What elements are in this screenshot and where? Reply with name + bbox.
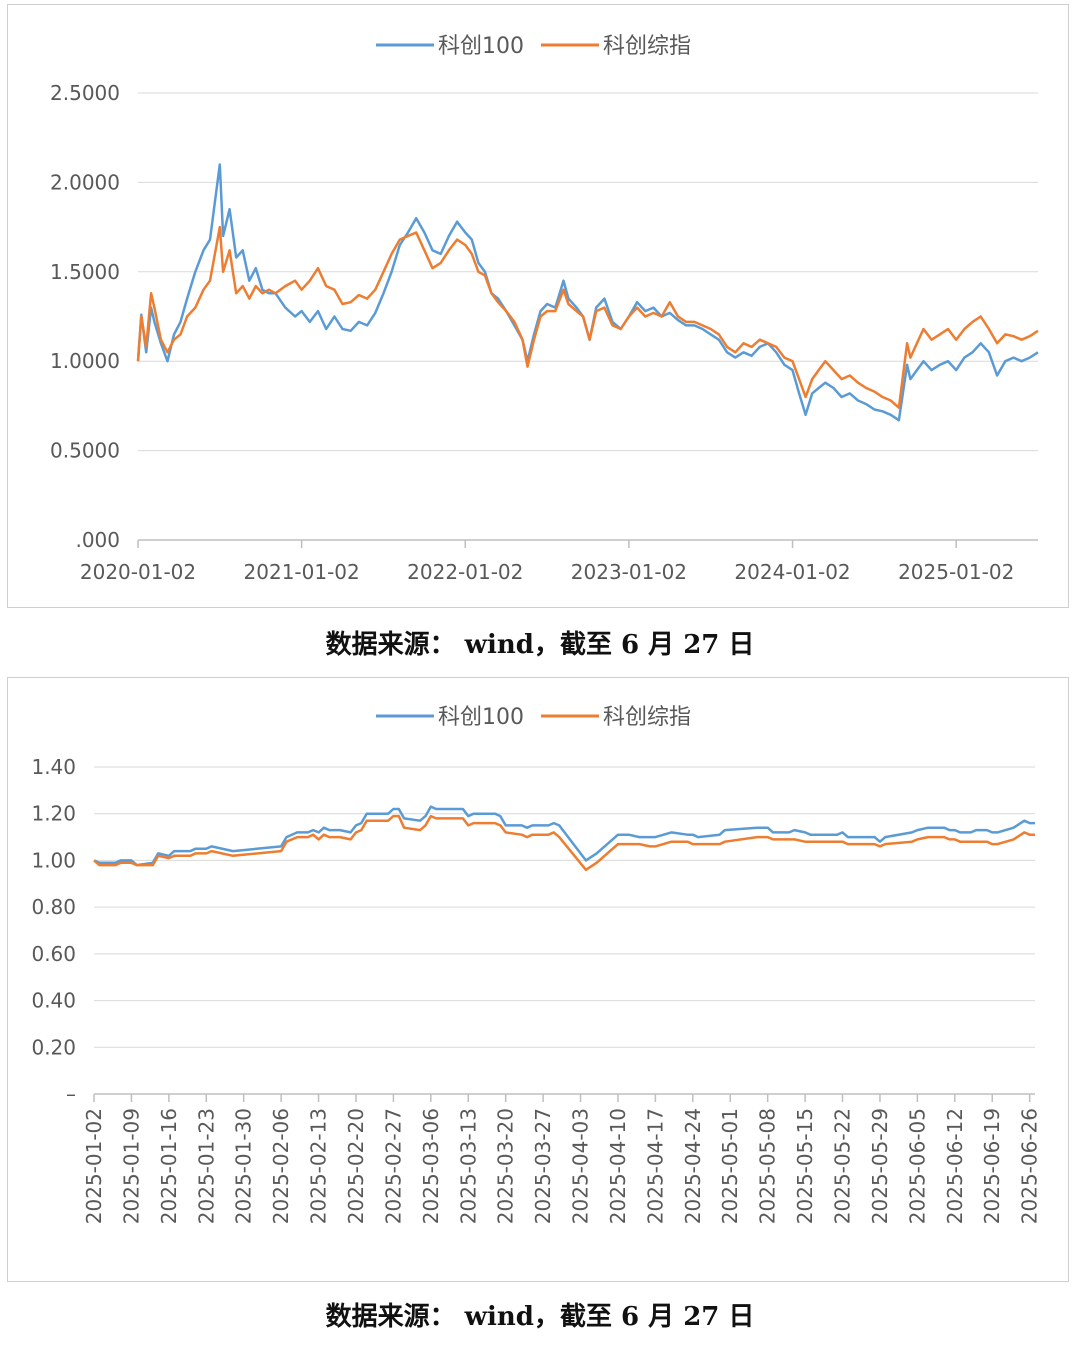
y-tick-label: 0.20 [31, 1035, 76, 1059]
chart-panel-2: 科创100 科创综指 1.40 1.20 1.00 0.80 0.60 0.40 0.20–20… [7, 677, 1069, 1282]
x-tick-label: 2025-06-19 [980, 1108, 1004, 1224]
x-tick-label: 2024-01-02 [734, 560, 850, 584]
x-tick-label: 2025-01-16 [157, 1108, 181, 1224]
legend-label: 科创100 [438, 705, 524, 730]
x-tick-label: 2022-01-02 [407, 560, 523, 584]
chart-2: 科创100 科创综指1.401.201.000.800.600.400.20–20… [31, 705, 1042, 1224]
series-line [136, 163, 1039, 422]
x-tick-label: 2025-04-10 [606, 1108, 630, 1224]
y-tick-label: 1.00 [31, 848, 76, 872]
series-line [93, 814, 1035, 872]
x-tick-label: 2025-05-08 [756, 1108, 780, 1224]
x-tick-label: 2025-04-17 [643, 1108, 667, 1224]
legend: 科创100 科创综指 [376, 34, 691, 59]
x-tick-label: 2023-01-02 [571, 560, 687, 584]
x-tick-label: 2025-03-13 [456, 1108, 480, 1224]
y-tick-label: 2.0000 [50, 170, 120, 194]
x-tick-label: 2020-01-02 [80, 560, 196, 584]
x-tick-label: 2025-03-06 [419, 1108, 443, 1224]
x-tick-label: 2025-02-27 [381, 1108, 405, 1224]
x-tick-label: 2025-06-05 [905, 1108, 929, 1224]
chart-panel-1: 科创100 科创综指 2.5000 2.0000 1.5000 1.0000 0.5000.… [7, 4, 1069, 608]
legend-label: 科创综指 [603, 705, 691, 730]
data-source-caption: 数据来源： wind，截至 6 月 27 日 [325, 1302, 755, 1332]
x-tick-label: 2025-03-27 [531, 1108, 555, 1224]
x-tick-label: 2025-05-01 [718, 1108, 742, 1224]
y-tick-label: 0.80 [31, 895, 76, 919]
x-tick-label: 2025-01-30 [232, 1108, 256, 1224]
series-line [136, 225, 1039, 409]
chart-1: 科创100 科创综指 2.5000 2.0000 1.5000 1.0000 0.5000.… [50, 34, 1039, 584]
series-line [93, 805, 1035, 867]
x-tick-label: 2025-02-13 [307, 1108, 331, 1224]
x-tick-label: 2025-05-15 [793, 1108, 817, 1224]
legend-label: 科创综指 [603, 34, 691, 59]
x-tick-label: 2025-01-02 [898, 560, 1014, 584]
legend-label: 科创100 [438, 34, 524, 59]
x-tick-label: 2025-06-12 [943, 1108, 967, 1224]
y-tick-label: 0.40 [31, 989, 76, 1013]
x-tick-label: 2025-05-29 [868, 1108, 892, 1224]
y-tick-label: 1.5000 [50, 260, 120, 284]
y-tick-label: 0.60 [31, 942, 76, 966]
x-tick-label: 2025-05-22 [831, 1108, 855, 1224]
legend: 科创100 科创综指 [376, 705, 691, 730]
x-tick-label: 2025-06-26 [1018, 1108, 1042, 1224]
x-tick-label: 2025-04-03 [569, 1108, 593, 1224]
x-tick-label: 2025-03-20 [494, 1108, 518, 1224]
y-tick-label: 1.40 [31, 755, 76, 779]
x-tick-label: 2025-01-02 [82, 1108, 106, 1224]
y-tick-label: .000 [75, 528, 120, 552]
x-tick-label: 2021-01-02 [244, 560, 360, 584]
data-source-caption: 数据来源： wind，截至 6 月 27 日 [325, 630, 755, 660]
y-tick-label: 0.5000 [50, 439, 120, 463]
y-tick-label: 2.5000 [50, 81, 120, 105]
x-tick-label: 2025-04-24 [681, 1108, 705, 1224]
y-tick-label: 1.0000 [50, 349, 120, 373]
y-tick-label: – [66, 1082, 76, 1106]
x-tick-label: 2025-02-06 [269, 1108, 293, 1224]
y-tick-label: 1.20 [31, 802, 76, 826]
x-tick-label: 2025-01-23 [194, 1108, 218, 1224]
x-tick-label: 2025-01-09 [119, 1108, 143, 1224]
x-tick-label: 2025-02-20 [344, 1108, 368, 1224]
